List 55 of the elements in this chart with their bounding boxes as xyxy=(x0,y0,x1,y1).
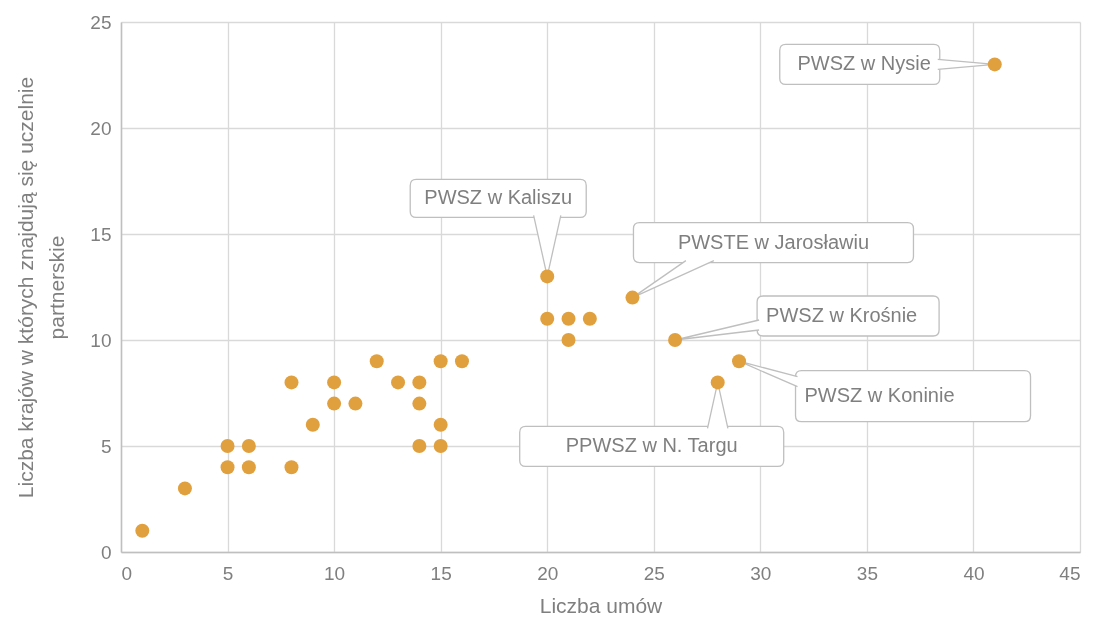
point xyxy=(732,354,747,369)
point xyxy=(412,439,427,453)
point xyxy=(241,439,256,453)
point xyxy=(561,311,576,326)
point xyxy=(668,333,683,347)
point xyxy=(540,311,555,326)
x-tick-label: 35 xyxy=(856,562,878,584)
point xyxy=(369,354,384,369)
x-tick-label: 40 xyxy=(963,562,985,584)
point xyxy=(327,375,342,390)
annotation: PWSZ w Nysie xyxy=(797,52,931,75)
point xyxy=(135,523,150,538)
y-tick-label: 25 xyxy=(90,11,112,33)
point xyxy=(582,311,597,326)
annotation: PWSTE w Jarosławiu xyxy=(677,230,870,253)
y-tick-label: 10 xyxy=(90,329,112,351)
y-tick-label: 5 xyxy=(100,435,112,457)
point xyxy=(561,333,576,347)
x-tick-label: 30 xyxy=(750,562,772,584)
x-tick-label: 45 xyxy=(1059,562,1081,584)
point xyxy=(220,460,235,475)
x-tick-label: 5 xyxy=(222,562,234,584)
point xyxy=(241,460,256,475)
annotation: PWSZ w Kaliszu xyxy=(424,186,573,209)
annotation: PWSZ w Koninie xyxy=(804,384,955,407)
point xyxy=(348,396,363,411)
x-tick-label: 10 xyxy=(324,562,346,584)
point xyxy=(220,439,235,453)
point xyxy=(987,57,1002,72)
point xyxy=(391,375,406,390)
point xyxy=(454,354,469,369)
y-axis-title: Liczba krajów w których znajdują się uczelnie partnerskie xyxy=(14,76,69,499)
annotation: PWSZ w Krośnie xyxy=(766,304,918,326)
point xyxy=(284,375,299,390)
y-tick-label: 20 xyxy=(90,117,112,139)
x-tick-label: 15 xyxy=(430,562,452,584)
point xyxy=(327,396,342,411)
x-tick-label: 25 xyxy=(643,562,665,584)
x-axis-title: Liczba umów xyxy=(539,593,664,617)
x-tick-label: 20 xyxy=(537,562,559,584)
point xyxy=(284,460,299,475)
point xyxy=(625,290,640,305)
point xyxy=(412,375,427,390)
point xyxy=(305,417,320,432)
point xyxy=(412,396,427,411)
y-tick-label: 0 xyxy=(100,541,112,563)
annotation: PPWSZ w N. Targu xyxy=(565,434,738,457)
x-tick-label: 0 xyxy=(121,562,133,584)
point xyxy=(433,354,448,369)
point xyxy=(433,417,448,432)
point xyxy=(710,375,725,390)
y-tick-label: 15 xyxy=(90,223,112,245)
point xyxy=(540,269,555,284)
point xyxy=(177,481,192,496)
point xyxy=(433,439,448,453)
